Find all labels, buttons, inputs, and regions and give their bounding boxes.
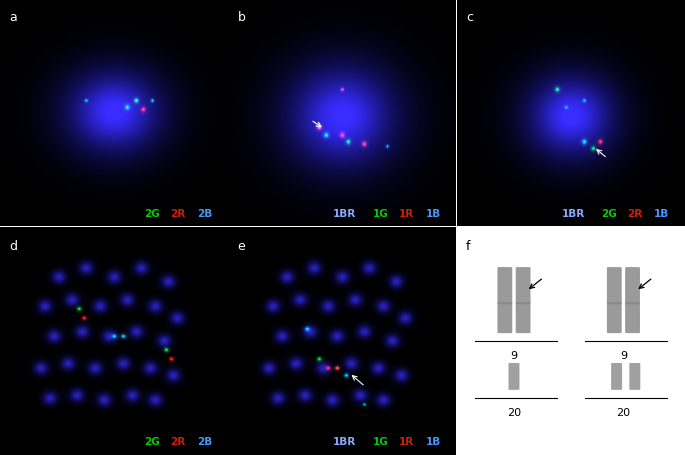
- Text: 1BR: 1BR: [333, 436, 356, 446]
- FancyBboxPatch shape: [625, 268, 640, 305]
- FancyBboxPatch shape: [516, 303, 530, 334]
- Text: 2B: 2B: [197, 208, 212, 218]
- Text: 1R: 1R: [399, 436, 414, 446]
- Text: 1BR: 1BR: [333, 208, 356, 218]
- Text: 1B: 1B: [654, 208, 669, 218]
- Text: 9: 9: [620, 350, 627, 360]
- FancyBboxPatch shape: [516, 268, 530, 305]
- Text: d: d: [9, 239, 17, 252]
- Text: 1R: 1R: [399, 208, 414, 218]
- Text: 9: 9: [510, 350, 518, 360]
- FancyBboxPatch shape: [611, 363, 622, 390]
- Text: c: c: [466, 11, 473, 24]
- Text: 2R: 2R: [171, 208, 186, 218]
- Text: 2G: 2G: [601, 208, 616, 218]
- Text: 1B: 1B: [425, 208, 440, 218]
- Text: f: f: [466, 239, 471, 252]
- Text: 20: 20: [507, 407, 521, 417]
- Text: 2R: 2R: [171, 436, 186, 446]
- FancyBboxPatch shape: [497, 303, 512, 334]
- Text: 20: 20: [616, 407, 630, 417]
- FancyBboxPatch shape: [508, 363, 519, 390]
- FancyBboxPatch shape: [630, 363, 640, 390]
- Text: 2R: 2R: [627, 208, 643, 218]
- Text: 1G: 1G: [373, 436, 388, 446]
- FancyBboxPatch shape: [607, 303, 622, 334]
- Text: 2G: 2G: [144, 208, 160, 218]
- Text: 2G: 2G: [144, 436, 160, 446]
- Text: a: a: [9, 11, 17, 24]
- Text: b: b: [238, 11, 245, 24]
- Text: 1BR: 1BR: [562, 208, 585, 218]
- FancyBboxPatch shape: [607, 268, 622, 305]
- FancyBboxPatch shape: [497, 268, 512, 305]
- Text: e: e: [238, 239, 245, 252]
- Text: 1G: 1G: [373, 208, 388, 218]
- Text: 2B: 2B: [197, 436, 212, 446]
- FancyBboxPatch shape: [625, 303, 640, 334]
- Text: 1B: 1B: [425, 436, 440, 446]
